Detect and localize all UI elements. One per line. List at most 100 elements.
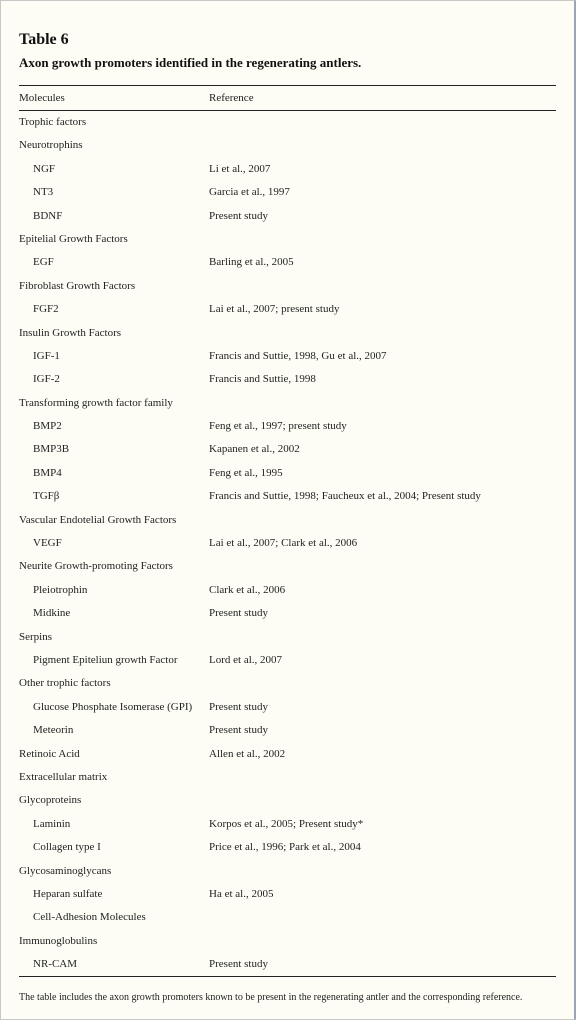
cell-molecule: Neurite Growth-promoting Factors — [19, 555, 209, 578]
table-row: BMP4Feng et al., 1995 — [19, 462, 556, 485]
table-row: Serpins — [19, 626, 556, 649]
cell-reference: Garcia et al., 1997 — [209, 181, 556, 204]
cell-reference — [209, 228, 556, 251]
cell-molecule: NGF — [19, 158, 209, 181]
cell-molecule: Extracellular matrix — [19, 766, 209, 789]
cell-molecule: Other trophic factors — [19, 672, 209, 695]
table-row: BDNFPresent study — [19, 205, 556, 228]
cell-molecule: Fibroblast Growth Factors — [19, 275, 209, 298]
table-row: Neurite Growth-promoting Factors — [19, 555, 556, 578]
table-header-row: Molecules Reference — [19, 86, 556, 111]
cell-reference: Price et al., 1996; Park et al., 2004 — [209, 836, 556, 859]
cell-molecule: Glucose Phosphate Isomerase (GPI) — [19, 696, 209, 719]
cell-reference: Present study — [209, 205, 556, 228]
cell-reference: Present study — [209, 719, 556, 742]
table-label: Table 6 — [19, 31, 556, 49]
cell-molecule: Insulin Growth Factors — [19, 322, 209, 345]
cell-molecule: TGFβ — [19, 485, 209, 508]
table-row: Epitelial Growth Factors — [19, 228, 556, 251]
cell-molecule: FGF2 — [19, 298, 209, 321]
table-row: PleiotrophinClark et al., 2006 — [19, 579, 556, 602]
table-row: TGFβFrancis and Suttie, 1998; Faucheux e… — [19, 485, 556, 508]
table-row: Insulin Growth Factors — [19, 322, 556, 345]
cell-molecule: BMP2 — [19, 415, 209, 438]
table-row: Vascular Endotelial Growth Factors — [19, 509, 556, 532]
cell-reference — [209, 672, 556, 695]
table-row: NT3Garcia et al., 1997 — [19, 181, 556, 204]
table-row: EGFBarling et al., 2005 — [19, 251, 556, 274]
table-row: IGF-1Francis and Suttie, 1998, Gu et al.… — [19, 345, 556, 368]
cell-molecule: Glycoproteins — [19, 789, 209, 812]
cell-reference — [209, 766, 556, 789]
cell-molecule: BDNF — [19, 205, 209, 228]
cell-reference: Kapanen et al., 2002 — [209, 438, 556, 461]
table-row: IGF-2Francis and Suttie, 1998 — [19, 368, 556, 391]
cell-molecule: Cell-Adhesion Molecules — [19, 906, 209, 929]
table-row: MeteorinPresent study — [19, 719, 556, 742]
table-row: Heparan sulfateHa et al., 2005 — [19, 883, 556, 906]
cell-molecule: IGF-1 — [19, 345, 209, 368]
cell-reference: Ha et al., 2005 — [209, 883, 556, 906]
table-row: VEGFLai et al., 2007; Clark et al., 2006 — [19, 532, 556, 555]
cell-reference — [209, 322, 556, 345]
cell-molecule: Vascular Endotelial Growth Factors — [19, 509, 209, 532]
cell-molecule: Epitelial Growth Factors — [19, 228, 209, 251]
cell-reference — [209, 906, 556, 929]
table-row: Collagen type IPrice et al., 1996; Park … — [19, 836, 556, 859]
cell-molecule: Retinoic Acid — [19, 743, 209, 766]
cell-reference: Feng et al., 1997; present study — [209, 415, 556, 438]
table-row: Fibroblast Growth Factors — [19, 275, 556, 298]
cell-molecule: Midkine — [19, 602, 209, 625]
cell-reference: Li et al., 2007 — [209, 158, 556, 181]
cell-reference: Korpos et al., 2005; Present study* — [209, 813, 556, 836]
cell-reference — [209, 275, 556, 298]
table-row: BMP3BKapanen et al., 2002 — [19, 438, 556, 461]
cell-reference: Clark et al., 2006 — [209, 579, 556, 602]
cell-reference — [209, 509, 556, 532]
table-row: Cell-Adhesion Molecules — [19, 906, 556, 929]
cell-reference: Present study — [209, 953, 556, 977]
cell-molecule: Glycosaminoglycans — [19, 860, 209, 883]
cell-reference — [209, 789, 556, 812]
cell-molecule: Heparan sulfate — [19, 883, 209, 906]
cell-molecule: Neurotrophins — [19, 134, 209, 157]
cell-molecule: BMP4 — [19, 462, 209, 485]
table-row: MidkinePresent study — [19, 602, 556, 625]
table-row: Pigment Epiteliun growth FactorLord et a… — [19, 649, 556, 672]
col-header-reference: Reference — [209, 86, 556, 111]
cell-molecule: NT3 — [19, 181, 209, 204]
cell-reference — [209, 392, 556, 415]
table-row: Other trophic factors — [19, 672, 556, 695]
cell-reference — [209, 930, 556, 953]
table-row: Retinoic AcidAllen et al., 2002 — [19, 743, 556, 766]
cell-molecule: VEGF — [19, 532, 209, 555]
cell-molecule: Transforming growth factor family — [19, 392, 209, 415]
table-row: Glucose Phosphate Isomerase (GPI)Present… — [19, 696, 556, 719]
table-row: Glycosaminoglycans — [19, 860, 556, 883]
table-row: NR-CAMPresent study — [19, 953, 556, 977]
cell-reference: Lai et al., 2007; Clark et al., 2006 — [209, 532, 556, 555]
table-row: Extracellular matrix — [19, 766, 556, 789]
cell-molecule: IGF-2 — [19, 368, 209, 391]
page-container: Table 6 Axon growth promoters identified… — [0, 0, 576, 1020]
table-row: Immunoglobulins — [19, 930, 556, 953]
cell-reference: Lai et al., 2007; present study — [209, 298, 556, 321]
cell-molecule: EGF — [19, 251, 209, 274]
table-row: BMP2Feng et al., 1997; present study — [19, 415, 556, 438]
cell-reference — [209, 111, 556, 135]
cell-reference: Present study — [209, 696, 556, 719]
table-row: FGF2Lai et al., 2007; present study — [19, 298, 556, 321]
cell-molecule: Laminin — [19, 813, 209, 836]
cell-molecule: Trophic factors — [19, 111, 209, 135]
cell-reference: Francis and Suttie, 1998, Gu et al., 200… — [209, 345, 556, 368]
table-row: Trophic factors — [19, 111, 556, 135]
table-body: Trophic factorsNeurotrophinsNGFLi et al.… — [19, 111, 556, 977]
col-header-molecules: Molecules — [19, 86, 209, 111]
cell-reference: Francis and Suttie, 1998 — [209, 368, 556, 391]
cell-reference: Barling et al., 2005 — [209, 251, 556, 274]
cell-reference — [209, 626, 556, 649]
cell-reference: Lord et al., 2007 — [209, 649, 556, 672]
growth-promoters-table: Molecules Reference Trophic factorsNeuro… — [19, 85, 556, 977]
cell-reference: Francis and Suttie, 1998; Faucheux et al… — [209, 485, 556, 508]
cell-molecule: Collagen type I — [19, 836, 209, 859]
